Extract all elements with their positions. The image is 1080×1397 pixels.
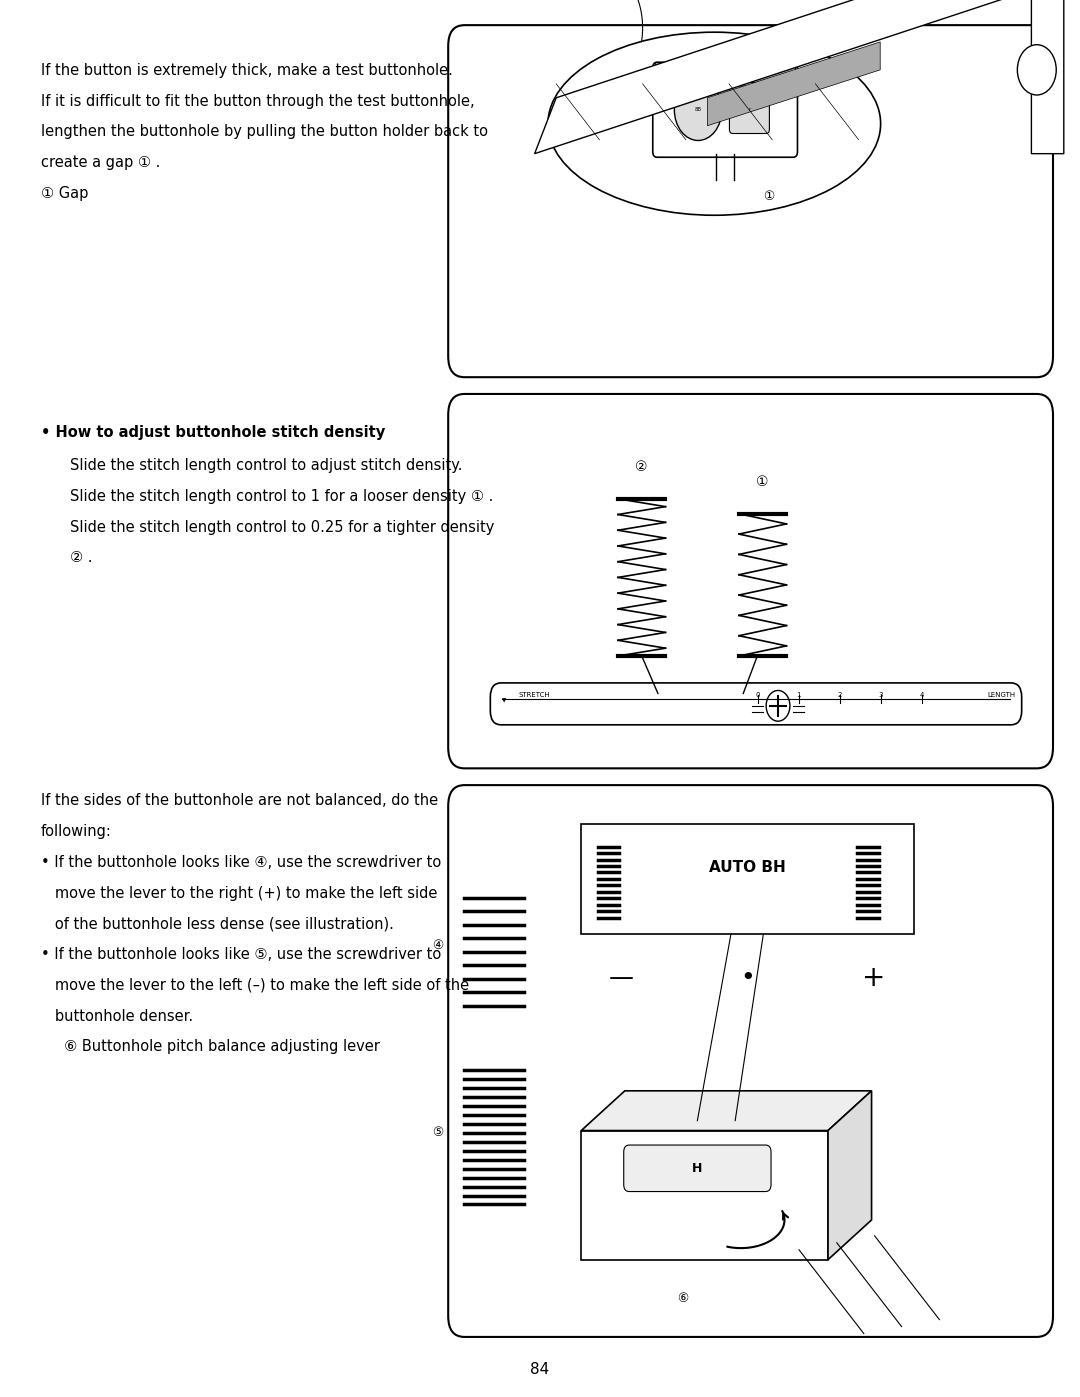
Text: STRETCH: STRETCH xyxy=(518,692,551,697)
Text: —: — xyxy=(609,967,634,990)
Text: lengthen the buttonhole by pulling the button holder back to: lengthen the buttonhole by pulling the b… xyxy=(41,124,488,140)
Text: 1: 1 xyxy=(796,692,800,697)
Text: If it is difficult to fit the button through the test buttonhole,: If it is difficult to fit the button thr… xyxy=(41,94,475,109)
Polygon shape xyxy=(1031,0,1064,154)
Text: • If the buttonhole looks like ④, use the screwdriver to: • If the buttonhole looks like ④, use th… xyxy=(41,855,442,870)
Text: move the lever to the left (–) to make the left side of the: move the lever to the left (–) to make t… xyxy=(41,978,469,993)
Text: Slide the stitch length control to adjust stitch density.: Slide the stitch length control to adjus… xyxy=(70,458,462,474)
Text: ①: ① xyxy=(762,190,774,203)
Text: 4: 4 xyxy=(919,692,923,697)
FancyBboxPatch shape xyxy=(654,63,795,82)
Text: ① Gap: ① Gap xyxy=(41,186,89,201)
Polygon shape xyxy=(581,1130,828,1260)
Text: 0: 0 xyxy=(755,692,759,697)
Text: ⑤: ⑤ xyxy=(432,1126,443,1140)
Polygon shape xyxy=(535,0,1064,154)
Text: ①: ① xyxy=(756,475,769,489)
Text: r: r xyxy=(748,108,751,112)
Text: ② .: ② . xyxy=(70,550,93,566)
Text: AUTO BH: AUTO BH xyxy=(710,861,786,876)
Polygon shape xyxy=(828,1091,872,1260)
Text: If the button is extremely thick, make a test buttonhole.: If the button is extremely thick, make a… xyxy=(41,63,453,78)
Circle shape xyxy=(674,80,721,141)
FancyBboxPatch shape xyxy=(624,1146,771,1192)
Text: 3: 3 xyxy=(878,692,882,697)
Text: 88: 88 xyxy=(694,108,702,112)
Ellipse shape xyxy=(548,32,880,215)
FancyBboxPatch shape xyxy=(490,683,1022,725)
Text: buttonhole denser.: buttonhole denser. xyxy=(41,1009,193,1024)
Text: ⑥ Buttonhole pitch balance adjusting lever: ⑥ Buttonhole pitch balance adjusting lev… xyxy=(41,1039,380,1055)
Text: +: + xyxy=(862,964,886,992)
Text: • How to adjust buttonhole stitch density: • How to adjust buttonhole stitch densit… xyxy=(41,425,386,440)
FancyBboxPatch shape xyxy=(652,63,797,158)
Text: Slide the stitch length control to 1 for a looser density ① .: Slide the stitch length control to 1 for… xyxy=(70,489,494,504)
FancyBboxPatch shape xyxy=(581,824,914,935)
Text: ▼: ▼ xyxy=(502,698,507,704)
Text: move the lever to the right (+) to make the left side: move the lever to the right (+) to make … xyxy=(41,886,437,901)
Text: following:: following: xyxy=(41,824,112,840)
Polygon shape xyxy=(707,42,880,126)
Text: LENGTH: LENGTH xyxy=(987,692,1015,697)
Text: ⑥: ⑥ xyxy=(677,1292,688,1305)
Text: 84: 84 xyxy=(530,1362,550,1376)
Text: Slide the stitch length control to 0.25 for a tighter density: Slide the stitch length control to 0.25 … xyxy=(70,520,495,535)
Text: 2: 2 xyxy=(837,692,841,697)
Text: • If the buttonhole looks like ⑤, use the screwdriver to: • If the buttonhole looks like ⑤, use th… xyxy=(41,947,442,963)
Text: ④: ④ xyxy=(432,939,443,951)
Circle shape xyxy=(766,690,789,721)
Circle shape xyxy=(1017,45,1056,95)
FancyBboxPatch shape xyxy=(729,87,769,134)
Text: create a gap ① .: create a gap ① . xyxy=(41,155,161,170)
Text: ②: ② xyxy=(635,460,648,474)
Polygon shape xyxy=(581,1091,872,1130)
Text: of the buttonhole less dense (see illustration).: of the buttonhole less dense (see illust… xyxy=(41,916,394,932)
Text: •: • xyxy=(740,967,755,990)
Text: If the sides of the buttonhole are not balanced, do the: If the sides of the buttonhole are not b… xyxy=(41,793,438,809)
Text: H: H xyxy=(692,1162,703,1175)
